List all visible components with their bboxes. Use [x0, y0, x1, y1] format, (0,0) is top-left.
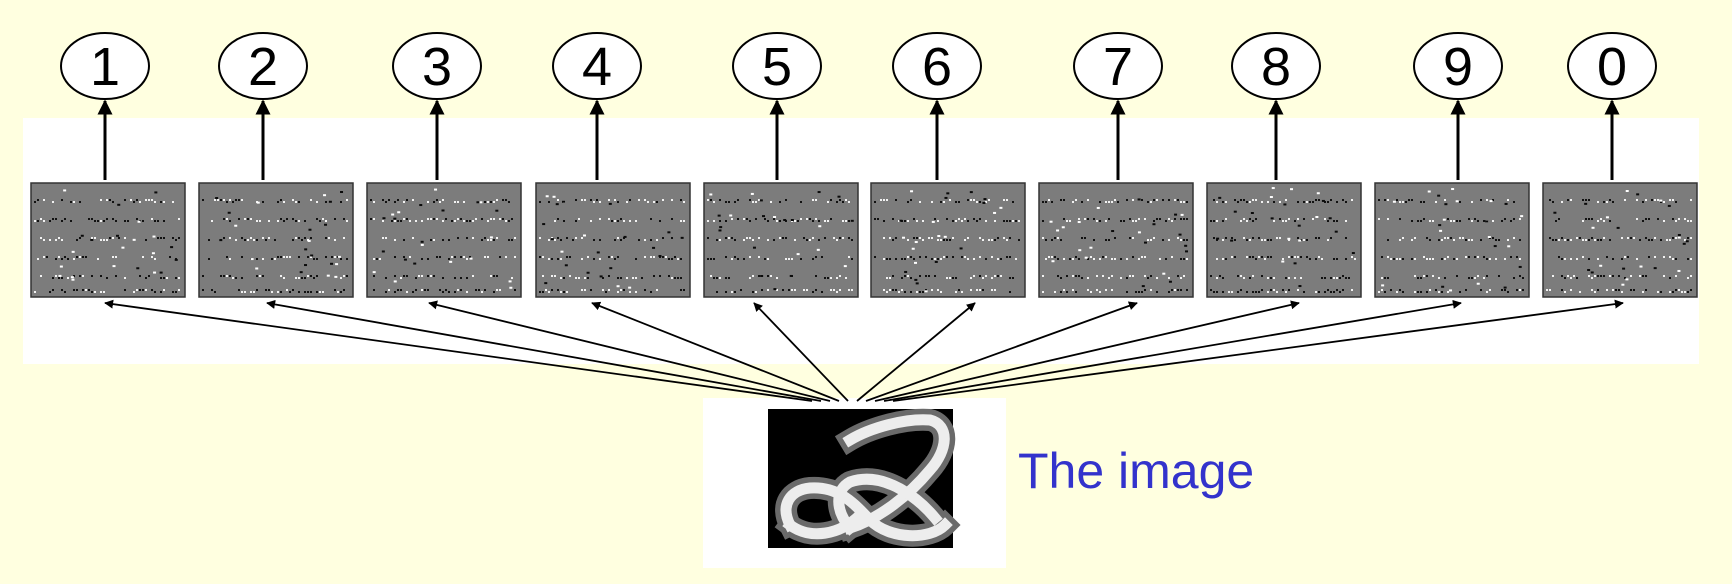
output-node-label: 2: [248, 37, 278, 97]
output-node-label: 3: [422, 37, 452, 97]
digit-stroke: [833, 473, 943, 536]
weight-map-box: [1038, 182, 1194, 298]
weight-map-speckles: [1546, 190, 1692, 293]
input-arrow-2: [266, 299, 822, 402]
digit-stroke: [780, 482, 953, 542]
output-node-label: 0: [1597, 37, 1627, 97]
weight-map-speckles: [1210, 187, 1356, 293]
digit-stroke: [782, 507, 868, 540]
output-node-label: 9: [1443, 37, 1473, 97]
input-arrow-8: [874, 300, 1300, 402]
weight-map-2: [198, 182, 354, 298]
weight-map-speckles: [707, 191, 854, 293]
input-arrow-7: [865, 301, 1138, 402]
weight-map-8: [1206, 182, 1362, 298]
weight-map-speckles: [1378, 188, 1524, 293]
output-nodes: 1 2 3 4 5 6 7 8 9 0: [60, 32, 1657, 100]
input-arrow-6: [856, 302, 976, 402]
weight-map-1: [30, 182, 186, 298]
output-node-circle: [1231, 32, 1321, 100]
handwritten-digit-image: [768, 408, 961, 548]
image-caption: The image: [1018, 443, 1255, 499]
weight-map-5: [703, 182, 859, 298]
output-node-2: 2: [218, 32, 308, 100]
weight-map-speckles: [34, 189, 180, 293]
weight-map-speckles: [370, 188, 516, 293]
output-node-5: 5: [732, 32, 822, 100]
output-node-1: 1: [60, 32, 150, 100]
weight-map-box: [1206, 182, 1362, 298]
input-arrows: [104, 299, 1624, 402]
weight-map-4: [535, 182, 691, 298]
output-node-circle: [1073, 32, 1163, 100]
output-node-label: 5: [762, 37, 792, 97]
output-node-9: 9: [1413, 32, 1503, 100]
output-node-3: 3: [392, 32, 482, 100]
input-arrow-0: [892, 299, 1624, 402]
weight-map-3: [366, 182, 522, 298]
output-node-label: 7: [1103, 37, 1133, 97]
weight-map-7: [1038, 182, 1194, 298]
input-arrow-9: [883, 299, 1462, 402]
output-node-6: 6: [892, 32, 982, 100]
input-arrow-4: [591, 301, 840, 402]
output-node-circle: [1567, 32, 1657, 100]
weight-map-0: [1542, 182, 1698, 298]
input-arrow-1: [104, 299, 813, 402]
weight-maps: [30, 182, 1698, 298]
output-node-circle: [218, 32, 308, 100]
output-node-7: 7: [1073, 32, 1163, 100]
weight-map-box: [1374, 182, 1530, 298]
output-node-label: 1: [90, 37, 120, 97]
output-node-4: 4: [552, 32, 642, 100]
weight-map-6: [870, 182, 1026, 298]
output-arrows: [97, 99, 1620, 180]
output-node-8: 8: [1231, 32, 1321, 100]
output-node-label: 6: [922, 37, 952, 97]
weight-map-9: [1374, 182, 1530, 298]
weight-map-speckles: [1042, 198, 1189, 293]
weight-map-box: [535, 182, 691, 298]
output-node-circle: [1413, 32, 1503, 100]
input-arrow-3: [428, 300, 831, 402]
output-node-circle: [552, 32, 642, 100]
weight-map-speckles: [539, 195, 685, 293]
output-node-circle: [892, 32, 982, 100]
weight-map-speckles: [874, 190, 1020, 293]
output-node-label: 8: [1261, 37, 1291, 97]
output-node-circle: [392, 32, 482, 100]
weight-map-speckles: [202, 191, 348, 293]
weight-map-box: [703, 182, 859, 298]
input-arrow-5: [753, 302, 849, 402]
output-node-label: 4: [582, 37, 612, 97]
output-node-0: 0: [1567, 32, 1657, 100]
output-node-circle: [732, 32, 822, 100]
digit-stroke: [842, 414, 950, 535]
output-node-circle: [60, 32, 150, 100]
